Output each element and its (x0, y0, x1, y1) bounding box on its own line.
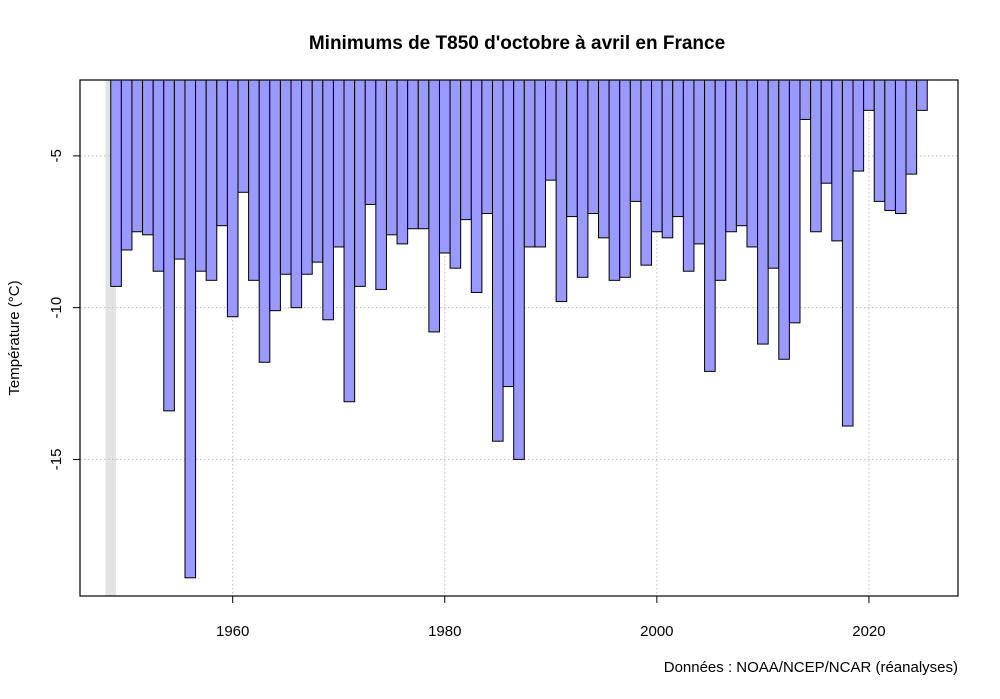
bar (778, 79, 790, 360)
x-tick-label: 1960 (216, 623, 249, 640)
bar (735, 79, 748, 227)
bar (354, 79, 366, 287)
bar (894, 79, 907, 215)
bar (407, 79, 419, 230)
bar (513, 79, 525, 460)
bar (470, 79, 483, 293)
bar (587, 79, 600, 215)
bar (301, 79, 313, 275)
bar (555, 79, 568, 303)
bar (629, 79, 642, 202)
bar (873, 79, 886, 202)
bar (279, 79, 292, 275)
bar (852, 79, 865, 172)
bar (110, 79, 122, 287)
bar (417, 79, 430, 230)
bar (810, 79, 822, 233)
bar (142, 79, 154, 236)
highlight-band (105, 80, 117, 596)
bar (438, 79, 451, 254)
axis-layer: 1960 1980 2000 2020 -5 -10 -15 (48, 149, 886, 640)
bar (364, 79, 377, 205)
data-source-caption: Données : NOAA/NCEP/NCAR (réanalyses) (664, 659, 958, 676)
bar (152, 79, 165, 272)
chart-title: Minimums de T850 d'octobre à avril en Fr… (309, 33, 725, 54)
bar (831, 79, 843, 242)
bar (226, 79, 239, 318)
bar (120, 79, 133, 251)
plot-frame (79, 79, 959, 597)
bar (375, 79, 387, 290)
bar (714, 79, 727, 281)
bar (820, 79, 833, 184)
bar (693, 79, 706, 245)
bar (841, 79, 854, 427)
bar (672, 79, 684, 218)
bar (767, 79, 780, 269)
bar (311, 79, 324, 263)
bar (704, 79, 716, 372)
bar (163, 79, 175, 412)
bar (216, 79, 228, 227)
bar (651, 79, 663, 233)
bar (396, 79, 409, 245)
bar (449, 79, 462, 269)
bar (661, 79, 674, 239)
bar (534, 79, 547, 248)
bar (258, 79, 271, 363)
bar (248, 79, 260, 281)
bar (566, 79, 578, 218)
bar (640, 79, 653, 266)
bar (884, 79, 896, 212)
bar (481, 79, 493, 215)
bar (608, 79, 621, 281)
bar (799, 79, 812, 120)
bars-layer (110, 79, 928, 579)
bar (788, 79, 801, 324)
bar (332, 79, 345, 248)
bar (576, 79, 589, 278)
bar (725, 79, 737, 233)
x-tick-label: 2020 (852, 623, 885, 640)
bar (619, 79, 631, 278)
highlight-layer (105, 80, 117, 596)
y-tick-label: -5 (48, 149, 65, 162)
bar (184, 79, 197, 579)
y-tick-label: -15 (48, 449, 65, 471)
bar (385, 79, 398, 236)
bar (173, 79, 186, 260)
bar (237, 79, 250, 193)
bar (502, 79, 515, 388)
bar (205, 79, 218, 281)
bar (343, 79, 356, 403)
bar (269, 79, 281, 312)
bar (757, 79, 769, 345)
bar (290, 79, 303, 309)
bar (131, 79, 144, 233)
bar (523, 79, 536, 248)
bar (322, 79, 334, 321)
bar (545, 79, 557, 181)
bar (460, 79, 472, 221)
bar (863, 79, 875, 111)
bar (598, 79, 610, 239)
x-tick-label: 2000 (640, 623, 673, 640)
y-axis-label: Température (°C) (6, 280, 23, 395)
y-tick-label: -10 (48, 297, 65, 319)
bar (195, 79, 207, 272)
bar (905, 79, 918, 175)
bar (916, 79, 928, 111)
bar (428, 79, 440, 333)
bar (682, 79, 695, 272)
bar (746, 79, 759, 248)
x-tick-label: 1980 (428, 623, 461, 640)
bar (491, 79, 504, 442)
